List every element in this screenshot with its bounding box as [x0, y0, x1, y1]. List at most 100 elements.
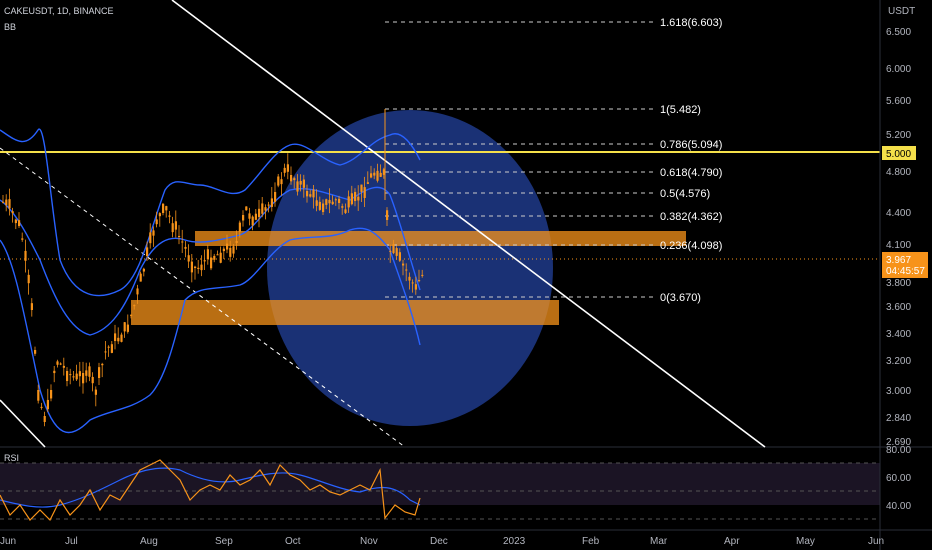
rsi-tick: 80.00 [886, 445, 911, 456]
time-label: May [796, 536, 815, 547]
candle-body [344, 209, 347, 213]
candle-body [270, 198, 273, 207]
candle-body [56, 361, 59, 365]
candle-body [274, 192, 277, 202]
candle-body [235, 241, 238, 243]
candle-body [133, 305, 136, 307]
candle-body [350, 193, 353, 205]
candle-body [232, 246, 235, 254]
candle-body [165, 206, 168, 211]
price-tick: 4.100 [886, 240, 911, 251]
candle-body [258, 208, 261, 217]
candle-body [360, 184, 363, 192]
candle-body [370, 173, 373, 178]
candle-body [155, 219, 158, 225]
symbol-title[interactable]: CAKEUSDT, 1D, BINANCE [4, 6, 114, 16]
candle-body [411, 282, 414, 284]
candle-body [59, 363, 62, 365]
fib-label: 1.618(6.603) [660, 17, 722, 29]
price-tick: 2.840 [886, 413, 911, 424]
candle-body [171, 223, 174, 233]
candle-body [123, 322, 126, 332]
candle-body [62, 365, 65, 368]
candle-body [66, 371, 69, 382]
candle-body [376, 170, 379, 181]
price-tick: 3.000 [886, 386, 911, 397]
indicator-label[interactable]: BB [4, 22, 16, 32]
candle-body [389, 250, 392, 252]
candle-body [136, 288, 139, 295]
rsi-band [0, 463, 880, 505]
fib-label: 0.786(5.094) [660, 139, 722, 151]
time-label: Dec [430, 536, 448, 547]
candle-body [264, 207, 267, 211]
candle-body [18, 220, 21, 226]
candle-body [328, 199, 331, 204]
candle-body [226, 243, 229, 250]
candle-body [46, 399, 49, 410]
candle-body [229, 247, 232, 257]
time-label: Aug [140, 536, 158, 547]
level-badge [882, 146, 916, 160]
candle-body [82, 373, 85, 384]
candle-body [354, 191, 357, 201]
candle-body [267, 204, 270, 206]
downtrend-line [171, 0, 766, 448]
candle-body [338, 198, 341, 203]
candle-body [27, 274, 30, 284]
price-tick: 6.000 [886, 64, 911, 75]
time-label: 2023 [503, 536, 526, 547]
candle-body [149, 232, 152, 244]
candle-body [117, 337, 120, 342]
candle-body [98, 367, 101, 378]
candle-body [158, 213, 161, 217]
price-tick: 6.500 [886, 27, 911, 38]
candle-body [248, 213, 251, 219]
candle-body [126, 324, 129, 332]
candle-body [69, 374, 72, 376]
candle-body [334, 199, 337, 201]
candle-body [293, 178, 296, 181]
candle-body [37, 390, 40, 401]
candle-body [408, 276, 411, 281]
candle-body [421, 274, 424, 276]
candle-body [302, 179, 305, 188]
currency-label: USDT [888, 6, 915, 17]
fib-label: 0.5(4.576) [660, 188, 710, 200]
support-zone [131, 300, 559, 325]
candle-body [72, 376, 75, 378]
price-tick: 4.400 [886, 208, 911, 219]
candle-body [261, 203, 264, 214]
candle-body [53, 370, 56, 374]
candle-body [398, 252, 401, 261]
rsi-label[interactable]: RSI [4, 453, 19, 463]
candle-body [14, 219, 17, 224]
candle-body [152, 230, 155, 236]
candle-body [242, 215, 245, 221]
rsi-tick: 40.00 [886, 501, 911, 512]
candle-body [238, 222, 241, 232]
candle-body [187, 255, 190, 262]
candle-body [190, 261, 193, 273]
candle-body [130, 314, 133, 316]
candle-body [24, 250, 27, 261]
candle-body [107, 346, 110, 348]
level-badge-text: 5.000 [886, 149, 911, 160]
candle-body [414, 284, 417, 290]
candle-body [146, 247, 149, 256]
time-label: Jun [0, 536, 16, 547]
candle-body [395, 248, 398, 256]
candle-body [222, 248, 225, 252]
candle-body [299, 180, 302, 185]
candle-body [178, 235, 181, 237]
candle-body [216, 254, 219, 256]
fib-retracement[interactable] [385, 21, 655, 298]
candle-body [210, 257, 213, 269]
candle-body [402, 263, 405, 266]
rsi-tick: 60.00 [886, 473, 911, 484]
candle-body [120, 334, 123, 342]
candle-body [213, 255, 216, 260]
time-label: Mar [650, 536, 668, 547]
candle-body [306, 191, 309, 197]
